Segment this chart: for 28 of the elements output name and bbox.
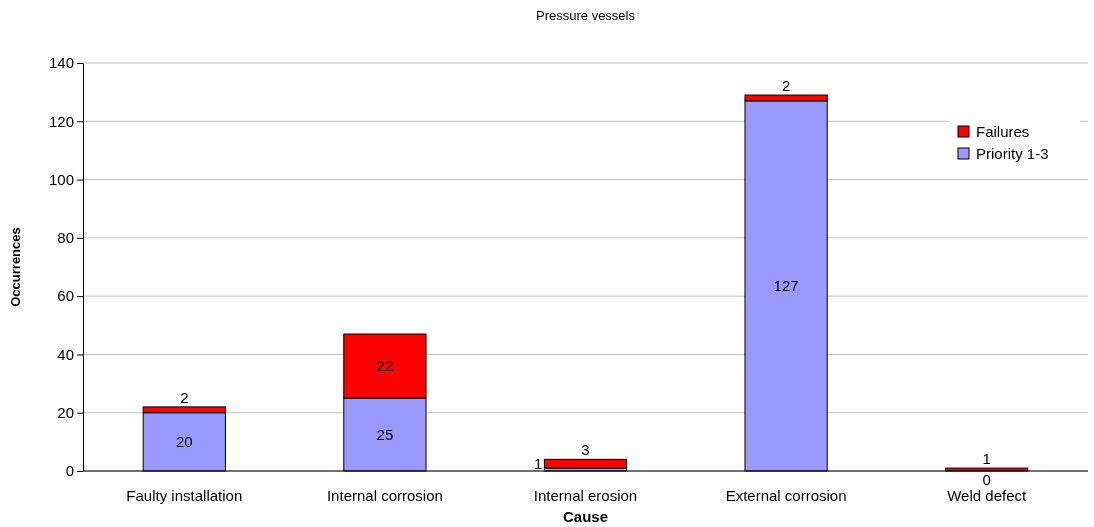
legend-label: Priority 1-3 <box>976 145 1049 162</box>
y-tick-label: 20 <box>57 404 74 422</box>
y-axis-title: Occurrences <box>8 227 23 307</box>
data-label: 3 <box>581 441 590 459</box>
data-label: 127 <box>773 276 799 294</box>
legend-label: Failures <box>976 123 1030 140</box>
y-tick-label: 140 <box>48 54 74 72</box>
chart-title: Pressure vessels <box>536 8 636 23</box>
data-label: 1 <box>982 450 991 468</box>
data-label: 2 <box>781 77 791 95</box>
y-tick-label: 120 <box>48 112 74 130</box>
y-tick-label: 80 <box>57 229 74 247</box>
data-label: 22 <box>376 357 394 375</box>
data-label: 20 <box>175 432 193 450</box>
data-label: 1 <box>534 455 543 472</box>
data-label: 2 <box>180 388 189 406</box>
y-tick-label: 0 <box>65 462 74 480</box>
data-label: 0 <box>982 471 991 488</box>
y-tick-label: 60 <box>57 287 74 305</box>
x-tick-label: External corrosion <box>725 486 847 504</box>
x-axis-title: Cause <box>562 508 609 525</box>
y-tick-label: 100 <box>48 170 74 188</box>
x-tick-label: Weld defect <box>947 486 1027 504</box>
x-tick-label: Internal corrosion <box>326 486 443 504</box>
y-tick-label: 40 <box>57 345 74 363</box>
x-tick-label: Faulty installation <box>126 486 243 504</box>
x-tick-label: Internal erosion <box>533 486 638 504</box>
data-label: 25 <box>376 425 394 443</box>
